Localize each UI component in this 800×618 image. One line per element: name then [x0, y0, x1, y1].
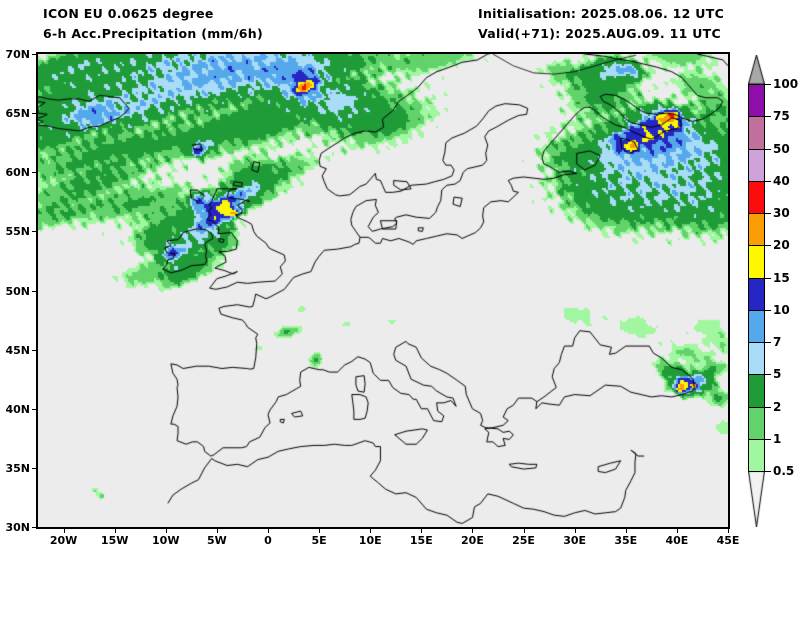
- colorbar-tick: [748, 406, 771, 408]
- lat-label: 55N: [5, 225, 30, 239]
- lon-label: 25E: [512, 534, 535, 547]
- map-canvas: [38, 54, 728, 527]
- lon-tick: [268, 528, 269, 533]
- lon-label: 0: [264, 534, 272, 547]
- colorbar-band: [749, 149, 764, 182]
- lat-tick: [32, 113, 37, 115]
- lon-tick: [421, 528, 423, 533]
- lon-tick: [472, 528, 474, 533]
- lon-label: 5E: [311, 534, 327, 547]
- colorbar-tick: [748, 277, 771, 279]
- lon-label: 15W: [100, 534, 129, 547]
- lat-label: 45N: [5, 343, 30, 357]
- colorbar-tick: [748, 180, 771, 182]
- colorbar-band: [749, 214, 764, 247]
- colorbar-band: [749, 343, 764, 376]
- colorbar-band: [749, 181, 764, 214]
- colorbar-band: [749, 85, 764, 118]
- lat-tick: [32, 290, 37, 292]
- colorbar-tick: [748, 471, 771, 472]
- field-title: 6-h Acc.Precipitation (mm/6h): [43, 26, 263, 41]
- colorbar-band: [749, 246, 764, 279]
- colorbar-tick: [748, 84, 771, 85]
- lon-label: 20E: [461, 534, 484, 547]
- lat-label: 50N: [5, 284, 30, 298]
- lon-tick: [728, 528, 729, 533]
- lat-label: 65N: [5, 107, 30, 121]
- lat-label: 40N: [5, 402, 30, 416]
- colorbar-tick-label: 10: [773, 302, 790, 317]
- lon-tick: [165, 528, 167, 533]
- colorbar-tick-label: 5: [773, 367, 782, 382]
- colorbar-tick: [748, 342, 771, 343]
- lon-tick: [625, 528, 627, 533]
- lat-tick: [32, 467, 37, 469]
- colorbar-tick-label: 40: [773, 173, 790, 188]
- colorbar-tick-label: 100: [773, 77, 799, 91]
- lat-tick: [32, 54, 37, 55]
- lon-label: 45E: [716, 534, 740, 547]
- colorbar-band: [749, 117, 764, 150]
- lon-tick: [523, 528, 525, 533]
- lat-label: 35N: [5, 461, 30, 475]
- colorbar-tick-label: 2: [773, 399, 782, 414]
- colorbar-tick: [748, 116, 771, 118]
- colorbar-tick-label: 0.5: [773, 464, 795, 478]
- colorbar-band: [749, 407, 764, 440]
- lat-tick: [32, 408, 37, 410]
- lat-tick: [32, 527, 37, 528]
- model-title: ICON EU 0.0625 degree: [43, 6, 214, 21]
- lon-label: 5W: [206, 534, 227, 547]
- valid-time: Valid(+71): 2025.AUG.09. 11 UTC: [478, 26, 721, 41]
- colorbar-tick: [748, 213, 771, 214]
- colorbar-band: [749, 439, 764, 472]
- lat-label: 70N: [5, 48, 30, 61]
- lon-tick: [574, 528, 576, 533]
- lon-label: 10W: [152, 534, 180, 547]
- colorbar-band: [749, 375, 764, 408]
- colorbar-tick-label: 20: [773, 238, 790, 253]
- lat-label: 60N: [5, 166, 30, 180]
- lon-tick: [319, 528, 321, 533]
- lat-tick: [32, 172, 37, 174]
- lon-tick: [114, 528, 116, 533]
- lat-tick: [32, 231, 37, 233]
- colorbar-tick: [748, 374, 771, 376]
- initialisation-time: Initialisation: 2025.08.06. 12 UTC: [478, 6, 725, 21]
- lon-tick: [370, 528, 372, 533]
- lat-label: 30N: [5, 521, 30, 534]
- colorbar-band: [749, 310, 764, 343]
- lon-label: 20W: [49, 534, 78, 547]
- colorbar-tick-label: 30: [773, 206, 790, 220]
- colorbar-tick: [748, 245, 771, 247]
- lon-label: 35E: [614, 534, 638, 547]
- lon-label: 15E: [409, 534, 433, 547]
- lon-tick: [216, 528, 218, 533]
- colorbar-under-arrow: [748, 471, 765, 527]
- precipitation-map[interactable]: [36, 52, 730, 529]
- colorbar-tick-label: 7: [773, 335, 782, 349]
- lon-label: 40E: [665, 534, 689, 547]
- colorbar-band: [749, 278, 764, 311]
- lon-label: 30E: [563, 534, 587, 547]
- colorbar-tick: [748, 438, 771, 440]
- lon-tick: [63, 528, 65, 533]
- colorbar-tick-label: 50: [773, 141, 790, 156]
- colorbar-tick-label: 1: [773, 431, 782, 446]
- colorbar-tick: [748, 148, 771, 150]
- lat-tick: [32, 349, 37, 351]
- colorbar-over-arrow: [748, 55, 765, 84]
- lon-label: 10E: [358, 534, 382, 547]
- colorbar-tick-label: 15: [773, 270, 790, 285]
- colorbar-tick-label: 75: [773, 109, 790, 124]
- colorbar-tick: [748, 309, 771, 311]
- lon-tick: [676, 528, 678, 533]
